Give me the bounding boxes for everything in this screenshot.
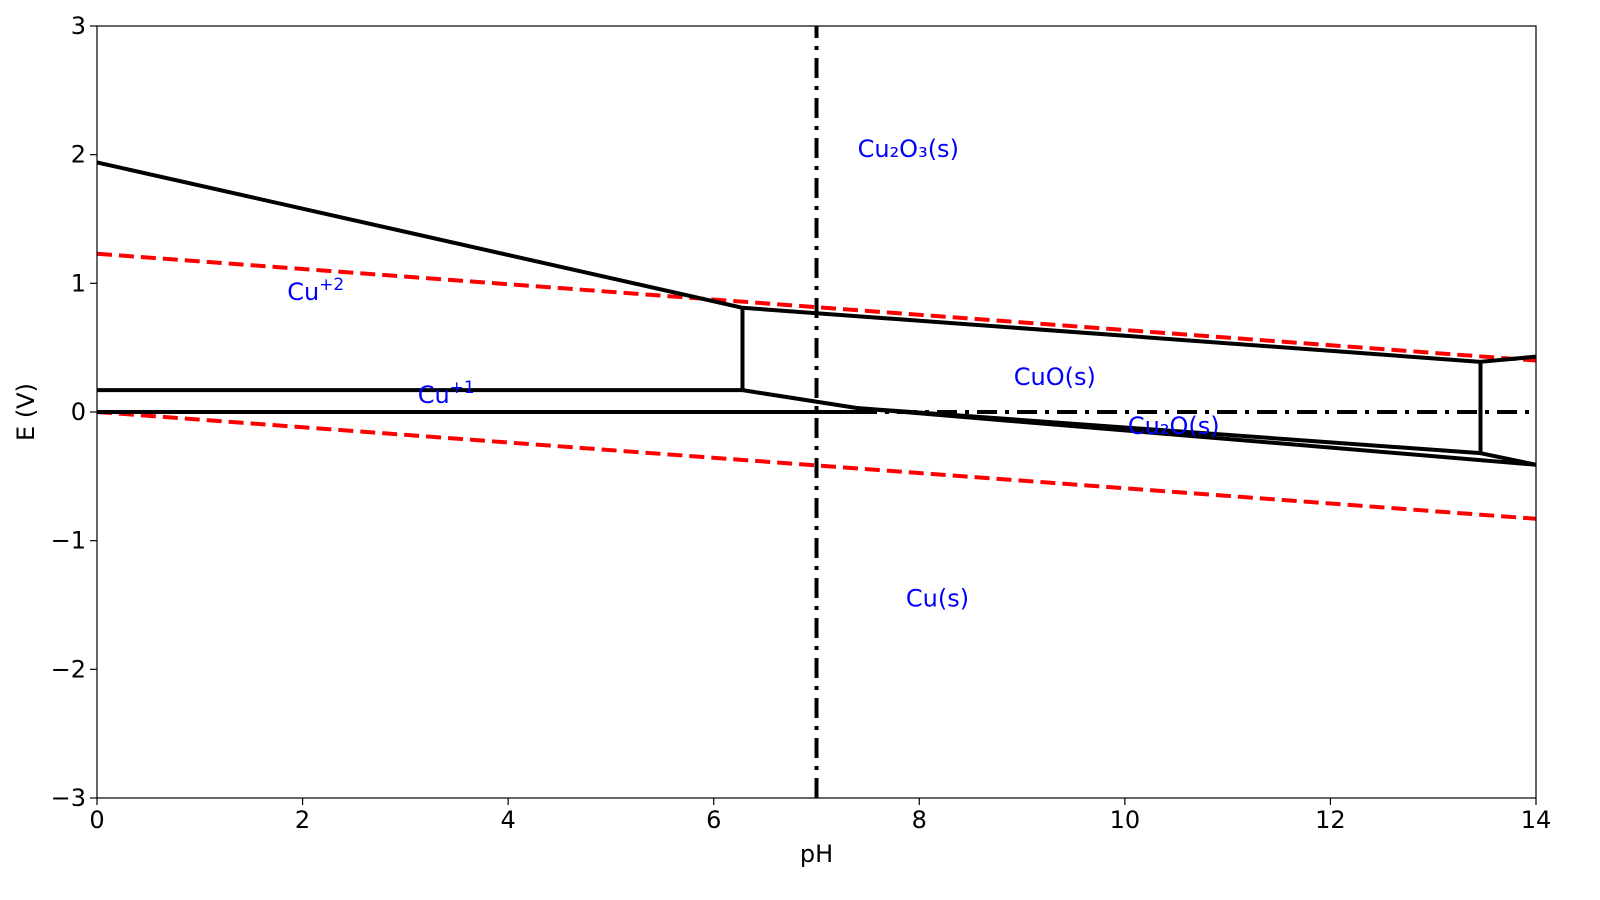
x-tick-label: 0 — [89, 806, 104, 834]
region-label-5: Cu(s) — [906, 584, 969, 612]
water-stability-line-11 — [96, 251, 1537, 363]
y-tick-label: 2 — [71, 141, 86, 169]
y-tick-label: −3 — [51, 784, 86, 812]
y-tick-label: 3 — [71, 12, 86, 40]
water-stability-line-12 — [96, 410, 1537, 521]
region-label-1: Cu+1 — [418, 378, 475, 409]
x-tick-label: 2 — [295, 806, 310, 834]
y-tick-label: 1 — [71, 269, 86, 297]
phase-boundary-line-5 — [742, 388, 858, 411]
x-tick-label: 8 — [912, 806, 927, 834]
y-tick-label: −2 — [51, 655, 86, 683]
region-label-charge: +1 — [450, 378, 475, 398]
x-tick-label: 14 — [1521, 806, 1552, 834]
y-axis-ticks: −3 −2 −1 0 1 2 3 — [51, 12, 97, 812]
phase-boundary-line-1 — [742, 305, 1481, 364]
y-axis-label: E (V) — [12, 383, 40, 441]
region-label-2: Cu₂O₃(s) — [858, 135, 959, 163]
x-tick-label: 12 — [1315, 806, 1346, 834]
x-axis-ticks: 0 2 4 6 8 10 12 14 — [89, 798, 1551, 834]
y-tick-label: 0 — [71, 398, 86, 426]
x-axis-label: pH — [800, 840, 833, 868]
phase-boundary-line-10 — [1480, 451, 1537, 467]
plot-lines — [96, 26, 1537, 798]
region-label-3: CuO(s) — [1014, 363, 1096, 391]
x-tick-label: 4 — [501, 806, 516, 834]
region-label-base: Cu — [287, 278, 319, 306]
region-label-0: Cu+2 — [287, 275, 344, 306]
phase-boundary-line-0 — [96, 160, 743, 310]
x-tick-label: 10 — [1110, 806, 1141, 834]
x-tick-label: 6 — [706, 806, 721, 834]
phase-boundary-line-8 — [857, 406, 1537, 467]
region-label-4: Cu₂O(s) — [1128, 412, 1220, 440]
region-label-charge: +2 — [319, 275, 344, 295]
phase-boundary-line-2 — [1480, 354, 1537, 364]
y-tick-label: −1 — [51, 527, 86, 555]
region-label-base: Cu — [418, 381, 450, 409]
